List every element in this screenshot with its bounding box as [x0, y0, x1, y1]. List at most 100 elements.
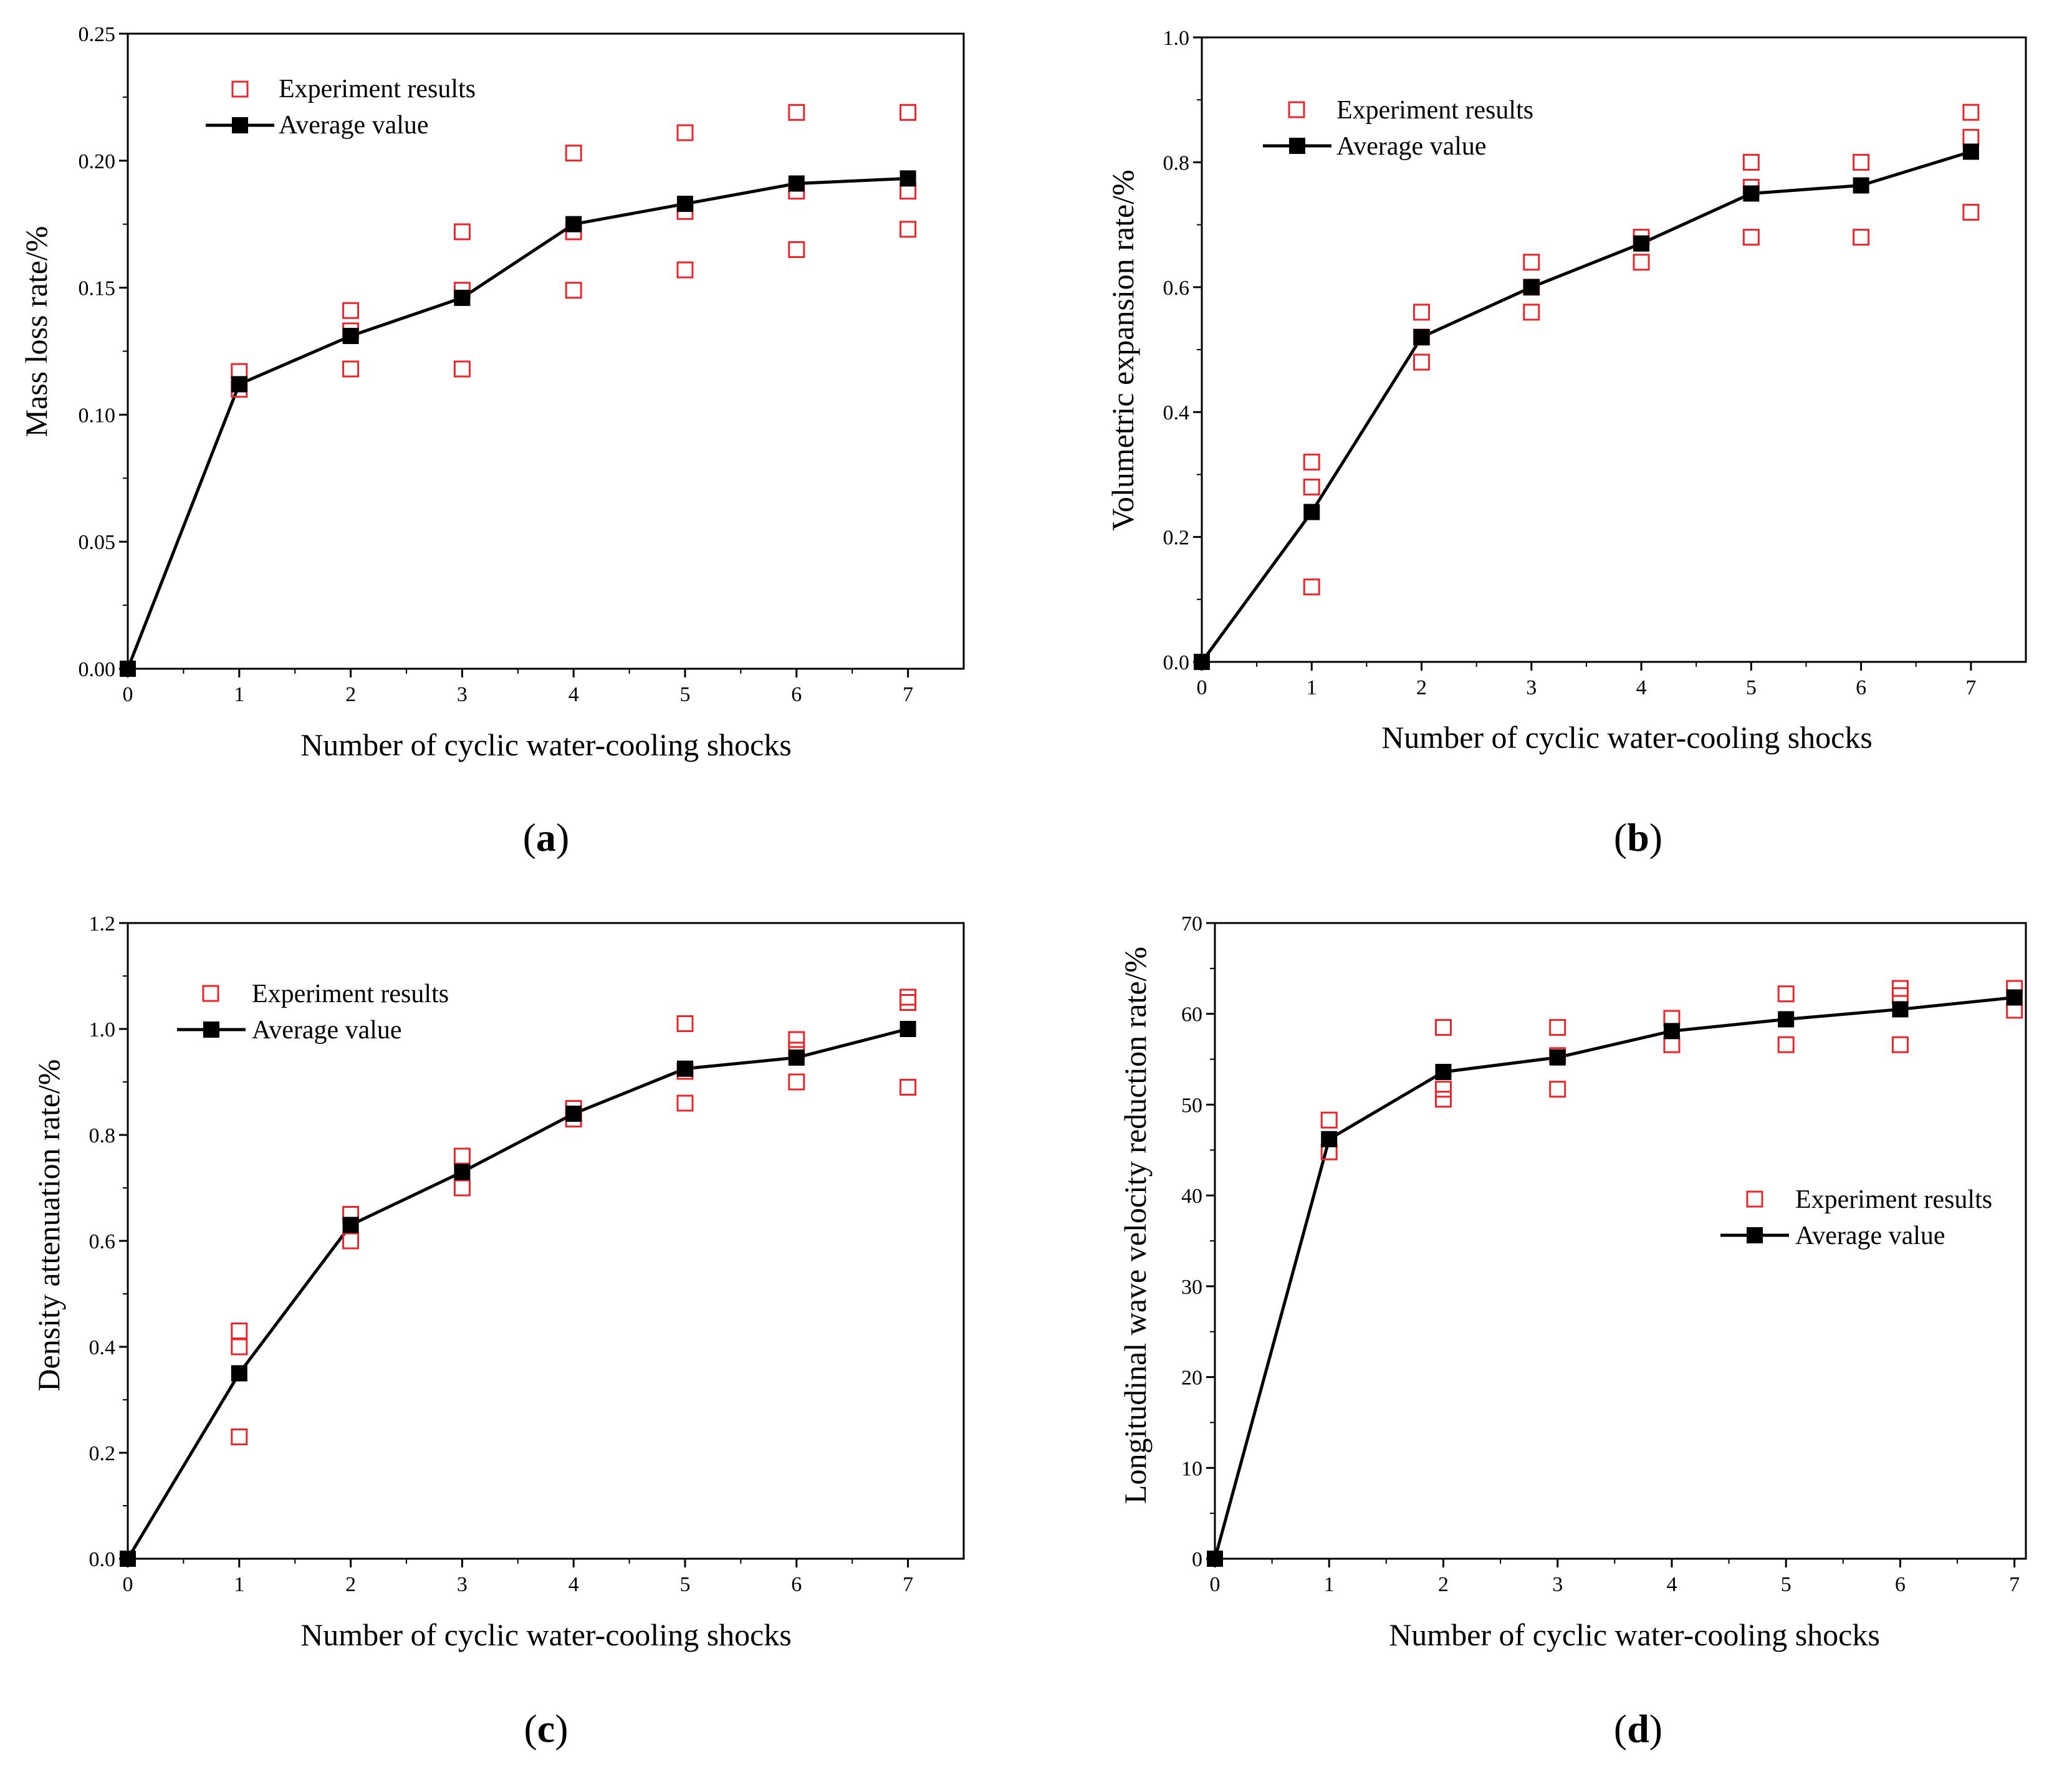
x-tick-label-c-0: 0 — [123, 1573, 133, 1596]
panel-paren-close-d: ) — [1649, 1706, 1662, 1751]
average-point-a-5 — [677, 196, 693, 213]
y-tick-label-c-0: 0.0 — [89, 1548, 116, 1571]
experiment-point-a-8 — [565, 145, 582, 162]
x-axis-title-d: Number of cyclic water-cooling shocks — [1389, 1617, 1880, 1652]
average-point-c-2 — [342, 1217, 359, 1233]
legend-experiment-label-a: Experiment results — [279, 75, 476, 103]
y-axis-title-d: Longitudinal wave velocity reduction rat… — [1118, 947, 1153, 1504]
y-axis-title-b: Volumetric expansion rate/% — [1105, 170, 1140, 530]
x-tick-label-a-0: 0 — [123, 683, 133, 706]
experiment-point-d-7 — [1549, 1081, 1566, 1098]
panel-paren-open-b: ( — [1614, 815, 1627, 859]
experiment-point-b-3 — [1413, 304, 1431, 321]
y-tick-label-c-5: 1.0 — [89, 1018, 116, 1041]
average-point-a-7 — [899, 170, 916, 187]
average-point-c-4 — [565, 1106, 582, 1122]
average-point-b-5 — [1743, 185, 1760, 202]
y-tick-label-a-4: 0.20 — [79, 150, 116, 173]
experiment-point-c-2 — [231, 1428, 248, 1445]
experiment-point-b-2 — [1303, 578, 1320, 596]
panel-label-a: (a) — [523, 815, 570, 859]
experiment-point-c-4 — [342, 1232, 360, 1250]
legend-average-label-b: Average value — [1336, 132, 1487, 161]
average-point-a-3 — [454, 289, 471, 306]
y-tick-label-a-3: 0.15 — [79, 277, 116, 300]
legend-experiment-marker-d — [1746, 1190, 1763, 1208]
experiment-point-d-10 — [1777, 985, 1795, 1003]
x-tick-label-d-4: 4 — [1666, 1573, 1677, 1596]
average-point-b-3 — [1523, 279, 1540, 295]
y-tick-label-d-7: 70 — [1181, 912, 1202, 935]
y-tick-label-d-3: 30 — [1181, 1276, 1202, 1299]
y-tick-label-d-0: 0 — [1192, 1548, 1202, 1571]
x-tick-label-a-1: 1 — [234, 683, 244, 706]
average-point-d-3 — [1549, 1049, 1566, 1066]
average-point-b-2 — [1413, 328, 1430, 345]
experiment-point-c-1 — [231, 1338, 248, 1356]
y-tick-label-a-0: 0.00 — [79, 658, 116, 681]
experiment-point-c-12 — [788, 1031, 805, 1048]
experiment-point-b-10 — [1633, 254, 1650, 271]
x-tick-label-c-7: 7 — [903, 1573, 913, 1596]
average-point-d-1 — [1321, 1131, 1338, 1147]
x-tick-label-a-3: 3 — [457, 683, 468, 706]
experiment-point-b-8 — [1523, 304, 1540, 321]
experiment-point-c-6 — [453, 1179, 471, 1197]
x-tick-label-d-7: 7 — [2009, 1573, 2020, 1596]
panel-letter-d: d — [1627, 1706, 1649, 1751]
experiment-point-b-5 — [1413, 353, 1431, 371]
average-point-b-1 — [1303, 504, 1320, 520]
experiment-point-b-16 — [1962, 103, 1980, 121]
average-point-d-2 — [1435, 1063, 1452, 1080]
average-line-a — [126, 176, 908, 669]
average-point-b-0 — [1194, 654, 1210, 670]
x-tick-label-a-6: 6 — [791, 683, 802, 706]
experiment-point-a-19 — [899, 221, 917, 238]
panel-paren-close-a: ) — [556, 815, 569, 859]
y-tick-label-d-4: 40 — [1181, 1185, 1202, 1208]
average-point-a-1 — [231, 376, 247, 393]
x-axis-title-a: Number of cyclic water-cooling shocks — [300, 727, 792, 762]
x-tick-label-b-0: 0 — [1197, 676, 1207, 699]
y-tick-label-c-6: 1.2 — [89, 912, 116, 935]
legend-average-marker-b — [1289, 138, 1305, 154]
average-point-c-1 — [231, 1365, 247, 1382]
experiment-point-a-16 — [788, 241, 805, 258]
y-axis-title-c: Density attenuation rate/% — [31, 1059, 66, 1391]
x-tick-label-d-3: 3 — [1552, 1573, 1563, 1596]
x-tick-label-c-5: 5 — [680, 1573, 691, 1596]
experiment-point-a-2 — [342, 302, 360, 319]
panel-paren-open-a: ( — [523, 815, 536, 859]
experiment-point-a-4 — [342, 360, 360, 378]
legend-average-label-c: Average value — [252, 1016, 402, 1045]
experiment-point-d-2 — [1434, 1019, 1452, 1036]
x-tick-label-b-7: 7 — [1965, 676, 1976, 699]
y-tick-label-a-2: 0.10 — [79, 404, 116, 427]
x-tick-label-c-6: 6 — [791, 1573, 802, 1596]
experiment-point-b-13 — [1742, 229, 1760, 246]
x-axis-title-b: Number of cyclic water-cooling shocks — [1381, 720, 1873, 755]
y-tick-label-c-3: 0.6 — [89, 1230, 116, 1253]
average-point-d-5 — [1778, 1011, 1795, 1028]
panel-label-c: (c) — [524, 1706, 568, 1751]
average-point-d-6 — [1892, 1001, 1909, 1018]
legend-average-label-d: Average value — [1795, 1222, 1945, 1250]
plot-area-a: 0 1 2 3 4 5 6 7 0.00 0.05 0.10 0.15 0.20 0.25 — [79, 23, 965, 706]
experiment-point-c-11 — [676, 1094, 694, 1112]
legend-average-marker-a — [232, 117, 248, 133]
experiment-point-c-5 — [453, 1147, 471, 1165]
experiment-point-d-11 — [1777, 1036, 1795, 1053]
x-tick-label-b-6: 6 — [1856, 676, 1866, 699]
average-point-b-7 — [1962, 143, 1979, 160]
experiment-point-b-14 — [1853, 153, 1870, 171]
experiment-point-d-4 — [1434, 1091, 1452, 1108]
experiment-point-a-13 — [676, 261, 694, 279]
panel-c: 0 1 2 3 4 5 6 7 0.0 0.2 0.4 0.6 0.8 1.0 1.2 Number of … — [31, 912, 965, 1751]
average-point-d-7 — [2006, 989, 2023, 1006]
legend-average-marker-c — [203, 1021, 219, 1038]
panel-label-b: (b) — [1614, 815, 1662, 859]
x-tick-label-a-2: 2 — [345, 683, 356, 706]
plot-area-c: 0 1 2 3 4 5 6 7 0.0 0.2 0.4 0.6 0.8 1.0 1.2 — [89, 912, 965, 1596]
